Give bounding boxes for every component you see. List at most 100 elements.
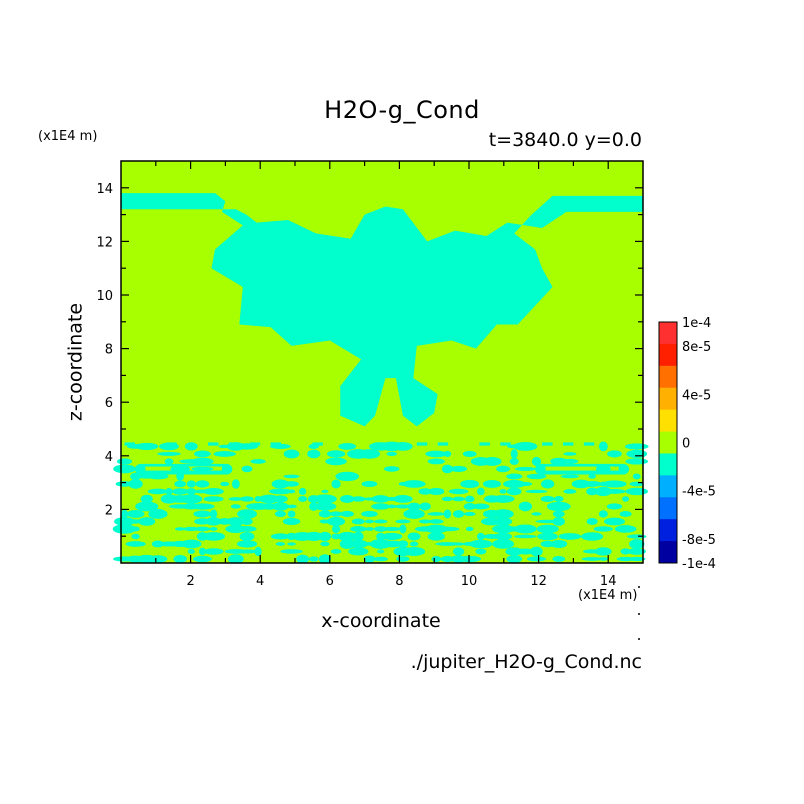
negative-blob	[531, 512, 542, 516]
negative-blob	[286, 504, 297, 509]
x-axis-label: x-coordinate	[321, 610, 441, 632]
negative-blob	[172, 488, 189, 495]
y-tick-label: 10	[96, 289, 113, 304]
negative-blob	[452, 496, 465, 502]
negative-blob	[606, 503, 623, 510]
colorbar-label: 8e-5	[682, 340, 711, 355]
negative-blob	[476, 487, 485, 496]
negative-blob	[594, 547, 612, 556]
colorbar-segment	[659, 453, 677, 476]
negative-blob	[151, 540, 164, 548]
negative-blob	[387, 504, 397, 509]
x-tick-label: 6	[326, 574, 334, 589]
negative-blob	[419, 519, 432, 524]
negative-blob	[560, 474, 580, 479]
negative-blob	[427, 512, 446, 516]
negative-blob	[586, 487, 599, 496]
negative-blob	[563, 489, 577, 494]
negative-blob	[450, 465, 468, 472]
negative-blob	[130, 519, 142, 524]
negative-blob	[530, 546, 543, 557]
negative-blob	[220, 481, 230, 487]
negative-blob	[542, 442, 553, 446]
x-axis-ticks: 2 4 6 8 10 12 14	[155, 161, 616, 589]
negative-blob	[441, 496, 454, 502]
negative-blob	[331, 479, 341, 489]
negative-blob	[241, 465, 253, 473]
negative-blob	[272, 502, 289, 511]
chart-subtitle: t=3840.0 y=0.0	[488, 129, 642, 151]
negative-blob	[518, 481, 533, 487]
negative-blob	[318, 531, 332, 542]
negative-blob	[348, 547, 369, 556]
negative-blob	[327, 516, 346, 526]
negative-blob	[629, 539, 645, 549]
marker-dot	[638, 638, 640, 640]
negative-blob	[603, 489, 626, 494]
negative-blob	[464, 495, 475, 503]
negative-blob	[213, 451, 236, 457]
negative-blob	[546, 501, 571, 512]
negative-blob	[460, 479, 480, 489]
negative-blob	[112, 524, 137, 534]
negative-blob	[394, 504, 411, 509]
negative-blob	[503, 479, 526, 488]
negative-blob	[203, 487, 224, 495]
negative-blob	[228, 497, 243, 501]
negative-blob	[191, 466, 214, 472]
x-tick-label: 2	[186, 574, 194, 589]
negative-blob	[125, 541, 146, 547]
negative-blob	[351, 496, 366, 502]
negative-blob	[625, 458, 649, 465]
negative-blob	[193, 450, 211, 458]
negative-blob	[581, 557, 603, 561]
negative-blob	[254, 546, 262, 557]
noisy-lower-layer	[112, 441, 649, 564]
negative-blob	[241, 517, 253, 526]
negative-blob	[187, 549, 195, 554]
negative-blob	[209, 527, 218, 531]
colorbar-frame	[658, 321, 678, 564]
y-tick-label: 8	[105, 343, 113, 358]
x-tick-label: 10	[461, 574, 478, 589]
colorbar-label: 0	[682, 437, 690, 452]
negative-blob	[340, 494, 355, 503]
negative-blob	[380, 540, 404, 548]
negative-blob	[515, 548, 536, 555]
x-tick-label: 8	[395, 574, 403, 589]
negative-blob	[329, 511, 343, 517]
y-tick-label: 6	[105, 396, 113, 411]
negative-blob	[409, 541, 419, 547]
negative-blob	[416, 442, 428, 446]
negative-blob	[525, 489, 548, 494]
negative-blob	[237, 509, 257, 519]
negative-blob	[376, 549, 385, 554]
negative-blob	[381, 532, 403, 541]
negative-blob	[602, 480, 627, 488]
negative-blob	[250, 459, 266, 464]
negative-blob	[363, 555, 376, 563]
negative-blob	[180, 494, 203, 504]
negative-blob	[205, 517, 222, 526]
heatmap-field	[112, 161, 649, 564]
negative-blob	[318, 554, 331, 564]
negative-blob	[581, 532, 604, 541]
negative-blob	[443, 509, 452, 519]
negative-blob	[298, 487, 307, 495]
negative-blob	[514, 466, 536, 472]
negative-blob	[164, 458, 174, 465]
negative-blob	[552, 510, 565, 518]
negative-blob	[236, 540, 258, 548]
negative-blob	[181, 539, 202, 549]
negative-blob	[407, 532, 421, 541]
negative-blob	[632, 473, 641, 480]
plot-frame	[120, 160, 644, 564]
negative-blob	[270, 442, 282, 446]
negative-blob	[452, 510, 465, 518]
negative-blob	[626, 534, 647, 539]
negative-blob	[598, 441, 608, 452]
negative-blob	[626, 449, 648, 459]
negative-blob	[147, 488, 169, 495]
negative-blob	[598, 557, 609, 561]
negative-blob	[429, 519, 444, 524]
